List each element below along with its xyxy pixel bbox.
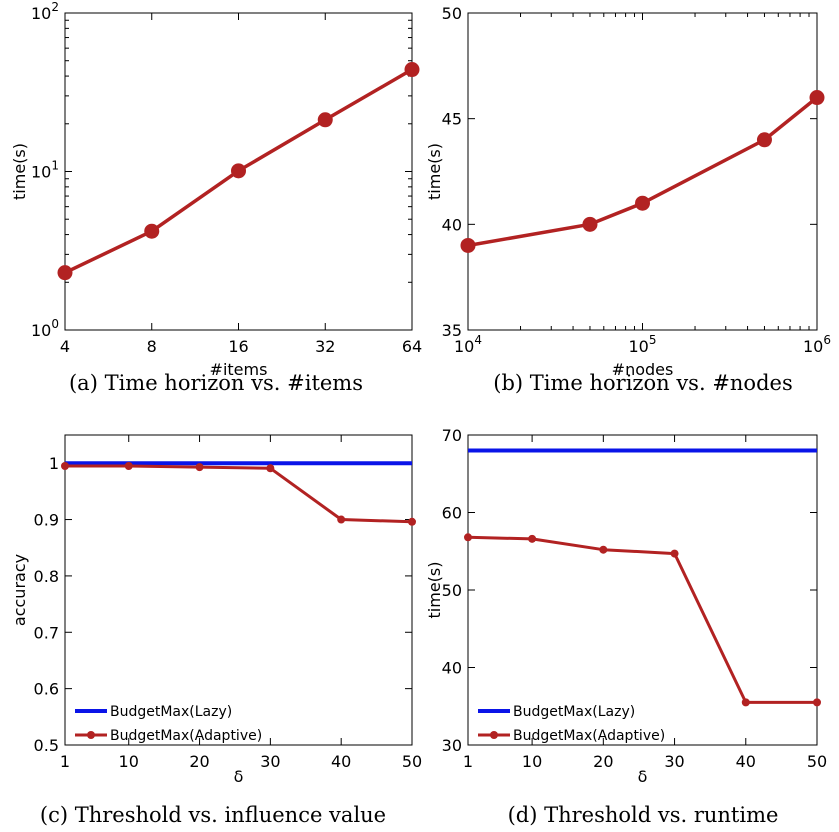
y-tick-label: 101 bbox=[31, 159, 59, 182]
y-tick-label: 70 bbox=[442, 426, 462, 445]
data-point bbox=[813, 698, 821, 707]
y-tick-label: 40 bbox=[442, 659, 462, 678]
y-tick-label: 60 bbox=[442, 504, 462, 523]
y-tick-label: 102 bbox=[31, 0, 59, 23]
data-point bbox=[582, 216, 598, 232]
x-tick-label: 106 bbox=[803, 333, 831, 356]
y-axis-label: accuracy bbox=[10, 554, 29, 626]
x-tick-label: 40 bbox=[331, 752, 351, 771]
x-tick-label: 4 bbox=[60, 337, 70, 356]
y-tick-label: 1 bbox=[49, 454, 59, 473]
y-tick-label: 100 bbox=[31, 317, 59, 340]
x-tick-label: 1 bbox=[60, 752, 70, 771]
data-point bbox=[266, 464, 275, 473]
data-point bbox=[195, 463, 204, 472]
legend-marker bbox=[490, 731, 498, 739]
data-point bbox=[317, 112, 333, 128]
x-axis-label: #items bbox=[210, 360, 268, 379]
data-point bbox=[57, 265, 73, 281]
y-tick-label: 0.8 bbox=[34, 567, 59, 586]
x-tick-label: 64 bbox=[402, 337, 422, 356]
x-tick-label: 105 bbox=[629, 333, 657, 356]
y-axis-label: time(s) bbox=[425, 562, 444, 619]
legend-marker bbox=[87, 731, 95, 739]
data-point bbox=[460, 237, 476, 253]
y-tick-label: 35 bbox=[442, 321, 462, 340]
data-point bbox=[61, 462, 69, 470]
chart-d: 1 10 20 30 40 50 30 40 50 60 70 δ time(s) (d) Thresho… bbox=[425, 426, 827, 827]
chart-caption: (a) Time horizon vs. #items bbox=[69, 371, 363, 395]
data-point bbox=[464, 533, 472, 542]
data-point bbox=[741, 698, 750, 707]
y-tick-label: 0.9 bbox=[34, 511, 59, 530]
x-axis-label: #nodes bbox=[612, 360, 674, 379]
y-tick-label: 50 bbox=[442, 4, 462, 23]
data-point bbox=[337, 515, 346, 524]
chart-caption: (c) Threshold vs. influence value bbox=[40, 803, 386, 827]
data-point bbox=[528, 534, 537, 543]
x-tick-label: 20 bbox=[593, 752, 613, 771]
chart-b: 104 105 106 35 40 45 50 #nodes time(s) (b) Time h… bbox=[425, 4, 831, 395]
data-point bbox=[599, 545, 608, 554]
plot-frame bbox=[467, 434, 818, 746]
x-tick-label: 16 bbox=[228, 337, 248, 356]
legend-label: BudgetMax(Lazy) bbox=[513, 704, 635, 720]
data-point bbox=[404, 62, 420, 78]
data-point bbox=[231, 163, 246, 179]
data-point bbox=[809, 90, 825, 106]
y-tick-label: 0.5 bbox=[34, 736, 59, 755]
chart-caption: (b) Time horizon vs. #nodes bbox=[493, 371, 792, 395]
data-point bbox=[144, 223, 160, 239]
series-line-0 bbox=[467, 96, 819, 248]
series-line-1 bbox=[467, 535, 817, 704]
x-tick-label: 40 bbox=[736, 752, 756, 771]
data-point bbox=[635, 195, 650, 211]
chart-c: 1 10 20 30 40 50 0.5 0.6 0.7 0.8 0.9 1 δ accuracy (c) … bbox=[10, 434, 422, 827]
x-tick-label: 50 bbox=[402, 752, 422, 771]
y-tick-label: 0.7 bbox=[34, 623, 59, 642]
x-tick-label: 10 bbox=[522, 752, 542, 771]
y-axis-label: time(s) bbox=[425, 143, 444, 200]
y-tick-label: 50 bbox=[442, 581, 462, 600]
x-tick-label: 30 bbox=[664, 752, 684, 771]
plot-frame bbox=[64, 434, 413, 746]
x-tick-label: 20 bbox=[189, 752, 209, 771]
y-tick-label: 45 bbox=[442, 110, 462, 129]
chart-caption: (d) Threshold vs. runtime bbox=[508, 803, 779, 827]
y-axis-label: time(s) bbox=[10, 143, 29, 200]
y-tick-label: 0.6 bbox=[34, 680, 59, 699]
x-tick-label: 1 bbox=[463, 752, 473, 771]
x-tick-label: 104 bbox=[454, 333, 482, 356]
x-tick-label: 30 bbox=[260, 752, 280, 771]
x-tick-label: 8 bbox=[147, 337, 157, 356]
x-axis-label: δ bbox=[234, 767, 244, 786]
legend-label: BudgetMax(Adaptive) bbox=[110, 728, 262, 744]
x-tick-label: 32 bbox=[315, 337, 335, 356]
data-point bbox=[756, 132, 772, 148]
data-point bbox=[124, 462, 133, 470]
y-tick-label: 30 bbox=[442, 736, 462, 755]
series-line-1 bbox=[65, 464, 413, 524]
chart-a: 4 8 16 32 64 100 101 102 #items time(s) (a) Time h… bbox=[10, 0, 422, 395]
data-point bbox=[670, 549, 679, 558]
plot-frame bbox=[467, 12, 818, 331]
x-tick-label: 50 bbox=[807, 752, 827, 771]
x-axis-label: δ bbox=[638, 767, 648, 786]
y-tick-label: 40 bbox=[442, 215, 462, 234]
data-point bbox=[408, 517, 416, 526]
legend-label: BudgetMax(Lazy) bbox=[110, 704, 232, 720]
legend-label: BudgetMax(Adaptive) bbox=[513, 728, 665, 744]
x-tick-label: 10 bbox=[119, 752, 139, 771]
